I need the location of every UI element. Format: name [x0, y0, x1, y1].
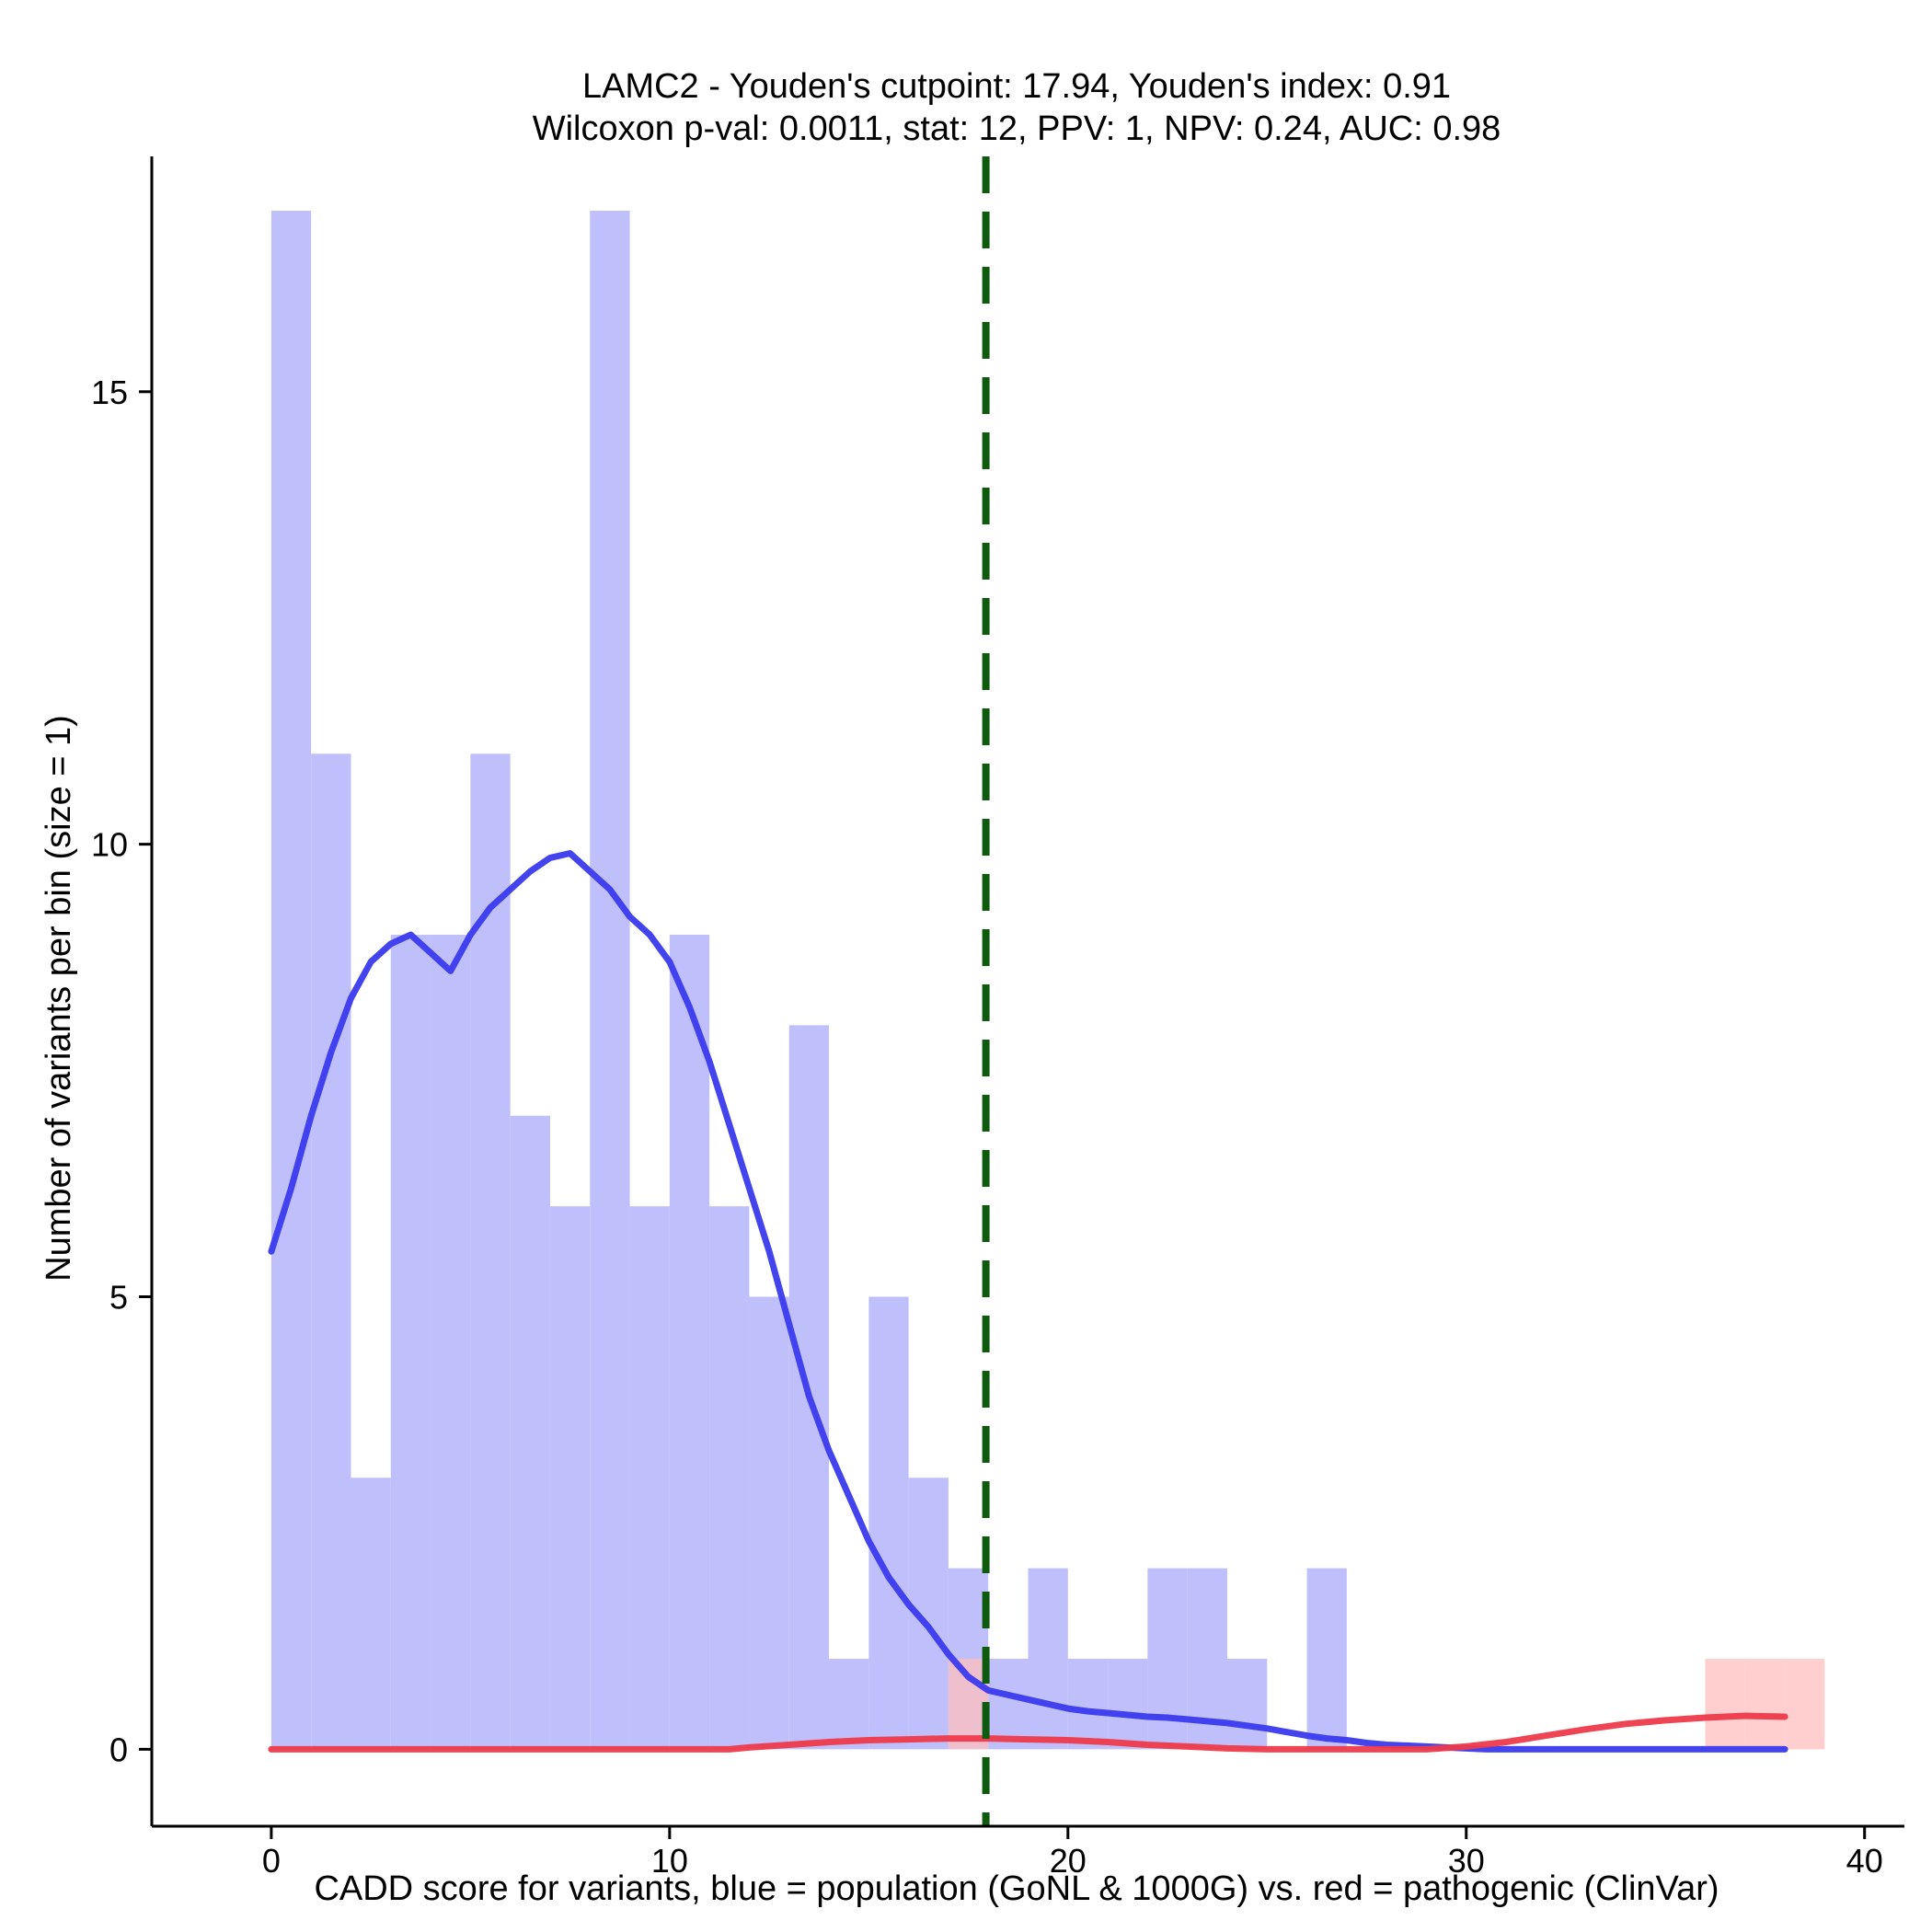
axes: 0 10 20 30 40 0 5 10 15: [91, 156, 1904, 1880]
population-bar: [1067, 1659, 1109, 1750]
population-bar: [868, 1296, 909, 1750]
x-tick-label: 0: [262, 1842, 281, 1880]
population-bar: [270, 211, 312, 1750]
population-bar: [311, 753, 351, 1750]
y-axis-label: Number of variants per bin (size = 1): [40, 715, 78, 1282]
population-density-line: [268, 850, 1788, 1753]
x-tick-label: 30: [1448, 1842, 1485, 1880]
y-tick-label: 15: [91, 374, 128, 411]
y-tick-label: 5: [109, 1279, 128, 1317]
density-curves: [268, 850, 1788, 1753]
pathogenic-bar: [1785, 1659, 1825, 1750]
x-axis-label: CADD score for variants, blue = populati…: [314, 1869, 1719, 1908]
x-tick-label: 10: [651, 1842, 688, 1880]
x-tick-label: 40: [1846, 1842, 1883, 1880]
population-bar: [669, 935, 710, 1750]
population-bar: [510, 1115, 550, 1750]
population-bar: [590, 211, 630, 1750]
population-bar: [1226, 1659, 1268, 1750]
population-bars: [270, 211, 1347, 1750]
population-bar: [431, 935, 471, 1750]
population-bar: [549, 1206, 591, 1750]
population-bar: [709, 1206, 750, 1750]
population-bar: [829, 1659, 869, 1750]
pathogenic-bar: [1744, 1659, 1786, 1750]
x-tick-label: 20: [1050, 1842, 1087, 1880]
population-bar: [1306, 1568, 1347, 1750]
population-bar: [1108, 1659, 1148, 1750]
y-tick-label: 0: [109, 1731, 128, 1768]
chart-title-line2: Wilcoxon p-val: 0.0011, stat: 12, PPV: 1…: [533, 109, 1501, 148]
population-bar: [988, 1659, 1029, 1750]
pathogenic-density-line: [268, 1712, 1788, 1753]
y-tick-label: 10: [91, 826, 128, 864]
population-bar: [390, 935, 431, 1750]
population-bar: [1028, 1568, 1068, 1750]
population-bar: [470, 753, 511, 1750]
population-bar: [351, 1478, 391, 1750]
population-bar: [629, 1206, 670, 1750]
pathogenic-bars: [948, 1659, 1825, 1750]
population-bar: [1147, 1568, 1188, 1750]
y-ticks: 0 5 10 15: [91, 374, 152, 1768]
chart-title-line1: LAMC2 - Youden's cutpoint: 17.94, Youden…: [582, 67, 1451, 106]
population-bar: [749, 1296, 789, 1750]
x-ticks: 0 10 20 30 40: [262, 1826, 1883, 1880]
pathogenic-bar: [1705, 1659, 1745, 1750]
